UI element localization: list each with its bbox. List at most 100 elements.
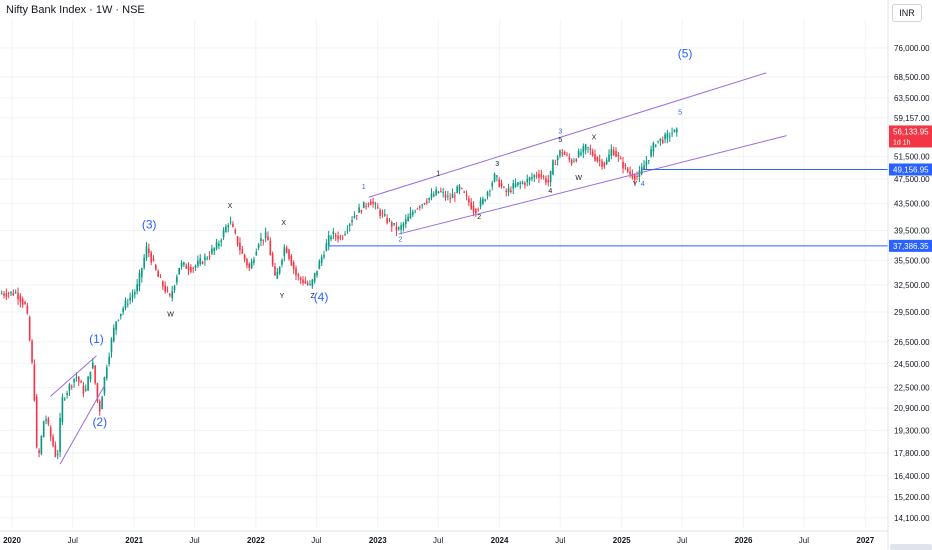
candle-body xyxy=(619,158,622,160)
candle-body xyxy=(131,294,134,298)
candle-body xyxy=(470,202,473,210)
candle-body xyxy=(362,201,365,209)
wave-label: (5) xyxy=(678,46,693,60)
candle-body xyxy=(458,185,461,191)
candle-body xyxy=(105,367,108,379)
candle-body xyxy=(393,223,395,225)
candle-body xyxy=(234,230,237,234)
candle-body xyxy=(507,188,510,193)
candle-body xyxy=(654,145,657,147)
candle-body xyxy=(239,242,241,251)
candle-body xyxy=(325,243,328,251)
candle-body xyxy=(409,212,412,219)
candle-body xyxy=(461,188,463,189)
drawings xyxy=(50,72,888,465)
candle-body xyxy=(671,132,673,134)
candle-body xyxy=(87,376,89,391)
candle-body xyxy=(657,140,659,142)
candle-body xyxy=(17,292,19,300)
wave-label: 2 xyxy=(477,214,481,221)
candle-body xyxy=(437,191,440,193)
candle-body xyxy=(31,340,33,363)
candle-body xyxy=(110,339,113,353)
candle-body xyxy=(227,225,230,228)
candle-body xyxy=(24,302,26,304)
wave-label: Y xyxy=(280,293,285,300)
price-tick-label: 39,500.00 xyxy=(894,227,930,236)
scale-handle[interactable] xyxy=(890,544,932,550)
candle-body xyxy=(570,159,573,164)
candle-body xyxy=(552,160,554,175)
candle-body xyxy=(26,305,29,314)
candle-body xyxy=(668,135,671,137)
candle-body xyxy=(659,138,662,141)
candle-body xyxy=(10,291,12,294)
candle-body xyxy=(353,215,356,218)
candle-body xyxy=(440,191,442,193)
candle-body xyxy=(430,193,433,199)
candle-body xyxy=(645,161,648,166)
candle-body xyxy=(297,274,300,277)
candle-body xyxy=(435,189,437,195)
candle-body xyxy=(323,255,325,257)
price-tick-label: 16,400.00 xyxy=(894,472,930,481)
candle-body xyxy=(407,216,409,222)
candle-body xyxy=(479,200,482,207)
price-tick-label: 32,500.00 xyxy=(894,281,930,290)
candle-body xyxy=(218,243,220,247)
candle-body xyxy=(556,156,559,161)
candle-body xyxy=(573,161,575,163)
candle-body xyxy=(246,259,248,266)
price-tick-label: 17,800.00 xyxy=(894,449,930,458)
candle-body xyxy=(148,248,150,254)
candle-body xyxy=(134,292,136,295)
candle-body xyxy=(302,279,304,284)
candle-body xyxy=(96,383,99,401)
candle-body xyxy=(512,183,515,189)
candle-body xyxy=(77,376,80,382)
candle-body xyxy=(311,279,314,287)
time-tick-label: Jul xyxy=(433,536,443,545)
candle-body xyxy=(337,235,339,240)
candle-body xyxy=(152,258,155,261)
candle-body xyxy=(84,389,87,391)
candle-body xyxy=(138,272,141,287)
candle-body xyxy=(344,233,346,235)
candle-body xyxy=(285,247,288,253)
candle-body xyxy=(547,180,550,183)
candle-body xyxy=(559,150,561,157)
candle-body xyxy=(601,161,603,167)
price-tick-label: 76,000.00 xyxy=(894,44,930,53)
candle-body xyxy=(169,293,171,296)
candle-body xyxy=(98,400,101,412)
candle-body xyxy=(647,160,650,161)
wave-label: 3 xyxy=(495,161,499,168)
candle-body xyxy=(636,175,638,178)
candle-body xyxy=(267,236,269,241)
candle-body xyxy=(119,313,122,317)
candle-body xyxy=(624,165,627,166)
candle-body xyxy=(166,289,169,291)
candle-body xyxy=(395,226,398,231)
candle-body xyxy=(330,236,332,240)
candle-body xyxy=(388,219,391,221)
currency-button[interactable]: INR xyxy=(892,4,922,22)
wave-label: 1 xyxy=(362,184,366,191)
candle-body xyxy=(379,209,381,216)
candle-body xyxy=(35,396,38,448)
candle-body xyxy=(52,436,54,446)
candle-body xyxy=(374,203,377,205)
wave-label: 5 xyxy=(558,137,562,144)
price-badge-bg xyxy=(889,239,932,252)
channel-line xyxy=(368,72,767,198)
candle-body xyxy=(19,295,22,303)
candle-body xyxy=(332,231,335,235)
candle-body xyxy=(418,206,421,208)
candle-body xyxy=(447,196,449,197)
candle-body xyxy=(428,197,430,200)
price-badge-bg xyxy=(889,163,932,176)
candle-body xyxy=(582,146,585,153)
